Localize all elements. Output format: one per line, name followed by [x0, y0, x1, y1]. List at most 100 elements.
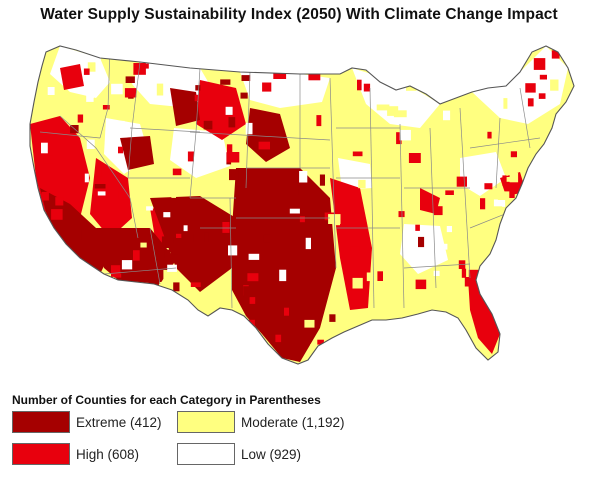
region-extreme-2 [150, 196, 236, 292]
county-cell [543, 139, 555, 149]
county-cell [415, 336, 426, 344]
county-cell [387, 106, 399, 116]
county-cell [137, 299, 144, 310]
region-low-8 [400, 224, 448, 274]
county-cell [393, 110, 407, 118]
county-cell [493, 206, 503, 212]
county-cell [55, 197, 64, 206]
county-cell [304, 319, 315, 328]
county-cell [220, 79, 231, 85]
county-cell [249, 297, 256, 304]
county-cell [569, 52, 574, 59]
county-cell [550, 79, 559, 91]
county-cell [146, 206, 153, 211]
county-cell [389, 70, 394, 79]
legend-item-high: High (608) [12, 443, 139, 465]
county-cell [225, 106, 233, 115]
county-cell [247, 273, 259, 282]
county-cell [520, 288, 525, 296]
county-cell [319, 174, 325, 186]
county-cell [312, 58, 321, 65]
region-high-4 [468, 278, 500, 354]
legend: Number of Counties for each Category in … [12, 393, 592, 477]
county-cell [446, 226, 452, 233]
county-cell [512, 249, 520, 260]
county-cell [41, 142, 48, 154]
county-cell [565, 176, 574, 185]
county-cell [443, 110, 451, 121]
county-cell [94, 184, 106, 189]
county-cell [147, 234, 153, 241]
county-cell [195, 85, 201, 91]
county-cell [163, 212, 171, 218]
county-cell [133, 250, 140, 261]
county-cell [457, 345, 463, 354]
county-cell [106, 286, 119, 293]
county-cell [41, 191, 49, 201]
county-cell [358, 179, 366, 189]
county-cell [279, 269, 287, 282]
county-cell [194, 333, 206, 338]
county-cell [468, 269, 482, 282]
county-cell [433, 87, 441, 98]
map-title: Water Supply Sustainability Index (2050)… [40, 6, 558, 23]
county-cell [308, 71, 321, 81]
county-cell [204, 232, 209, 242]
state-border-14 [329, 77, 337, 269]
county-cell [263, 234, 270, 243]
county-cell [140, 242, 147, 248]
county-cell [161, 297, 168, 302]
county-cell [416, 325, 425, 331]
region-extreme-4 [246, 108, 290, 162]
county-cell [508, 189, 515, 198]
county-cell [546, 145, 555, 154]
county-cell [262, 82, 272, 92]
county-cell [121, 260, 133, 270]
county-cell [378, 128, 386, 133]
county-cell [229, 169, 239, 181]
county-cell [284, 53, 297, 66]
county-cell [84, 173, 89, 183]
legend-swatch-extreme [12, 411, 70, 433]
region-extreme-3 [232, 168, 336, 362]
county-cell [187, 151, 194, 162]
county-cell [226, 144, 233, 156]
county-cell [398, 326, 405, 337]
county-cell [97, 191, 106, 196]
county-cell [284, 307, 289, 316]
legend-swatch-moderate [177, 411, 235, 433]
county-cell [482, 272, 493, 281]
region-extreme-6 [120, 136, 154, 170]
county-cell [114, 273, 122, 278]
county-cell [161, 236, 174, 248]
county-cell [415, 224, 420, 231]
county-cell [159, 282, 170, 288]
county-cell [299, 171, 308, 183]
state-border-21 [429, 127, 437, 289]
region-low-9 [460, 152, 506, 196]
county-cell [127, 48, 137, 53]
county-cell [110, 102, 122, 114]
county-cell [553, 326, 565, 337]
county-cell [43, 155, 53, 164]
legend-item-low: Low (929) [177, 443, 301, 465]
county-cell [502, 295, 510, 306]
county-cell [381, 329, 386, 339]
county-cell [530, 183, 542, 191]
state-border-26 [229, 197, 233, 309]
region-high-3 [330, 178, 372, 310]
legend-swatch-high [12, 443, 70, 465]
county-cell [487, 131, 492, 139]
county-cell [86, 139, 95, 149]
county-cell [505, 177, 511, 182]
state-border-8 [245, 71, 251, 189]
legend-label-moderate: Moderate (1,192) [241, 414, 345, 430]
state-border-28 [149, 227, 161, 285]
county-cell [445, 190, 454, 195]
legend-item-moderate: Moderate (1,192) [177, 411, 345, 433]
county-cell [125, 76, 135, 83]
region-low-3 [352, 68, 440, 128]
legend-label-low: Low (929) [241, 446, 302, 462]
county-cell [77, 114, 84, 123]
county-cell [295, 50, 302, 62]
